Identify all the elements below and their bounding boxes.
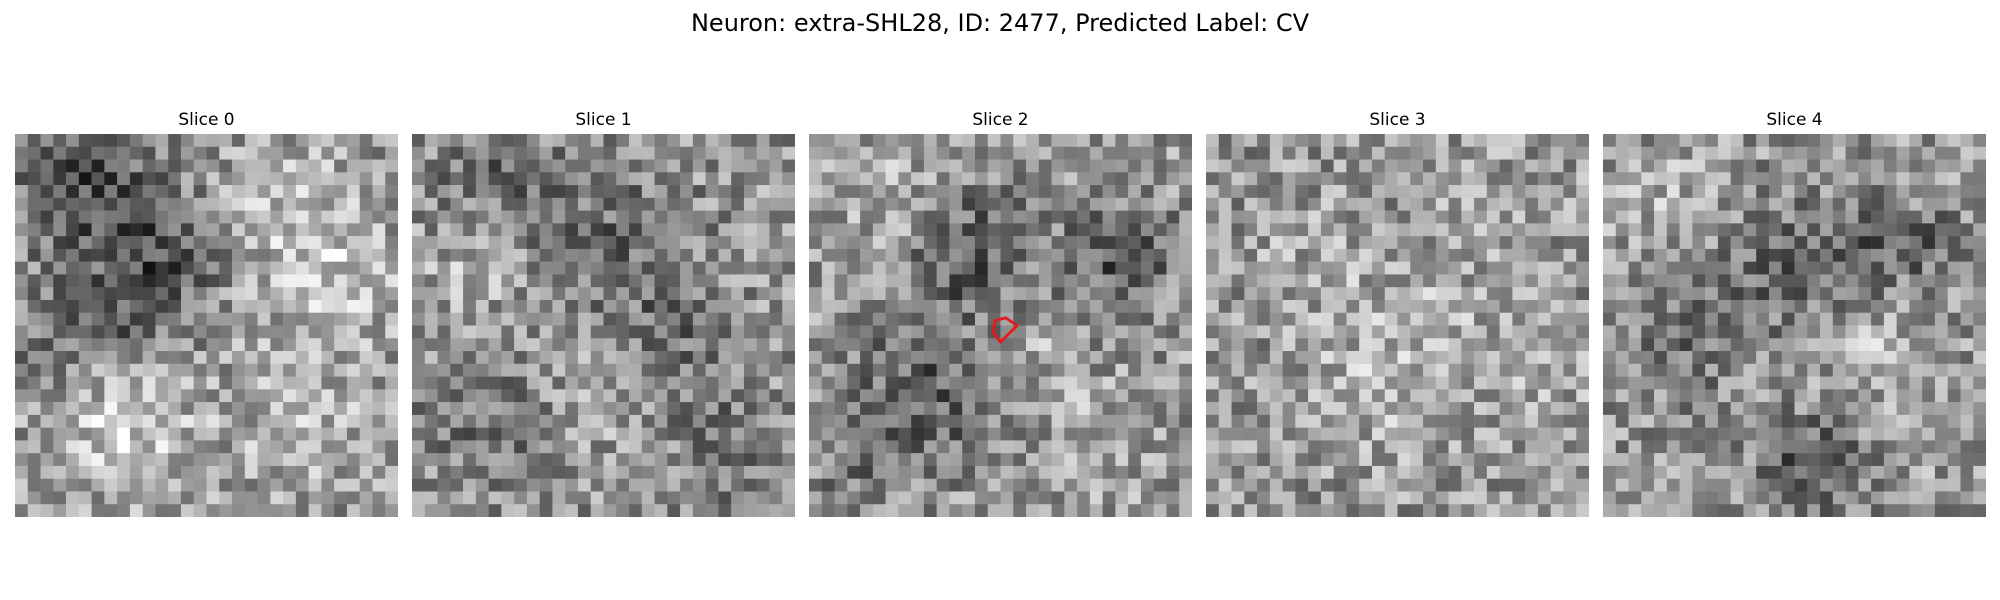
- slice-panel-1: Slice 1: [412, 110, 795, 517]
- slice-panel-2: Slice 2: [809, 110, 1192, 517]
- slice-title: Slice 2: [972, 110, 1029, 130]
- slice-title: Slice 3: [1369, 110, 1426, 130]
- slice-panel-0: Slice 0: [15, 110, 398, 517]
- slice-image: [809, 134, 1192, 517]
- slice-image: [1206, 134, 1589, 517]
- slice-image: [412, 134, 795, 517]
- slice-title: Slice 4: [1766, 110, 1823, 130]
- slice-title: Slice 1: [575, 110, 632, 130]
- slice-panel-4: Slice 4: [1603, 110, 1986, 517]
- slice-image: [1603, 134, 1986, 517]
- slice-panel-3: Slice 3: [1206, 110, 1589, 517]
- slice-title: Slice 0: [178, 110, 235, 130]
- figure-title: Neuron: extra-SHL28, ID: 2477, Predicted…: [690, 9, 1310, 37]
- roi-outline: [991, 316, 1019, 344]
- slice-image: [15, 134, 398, 517]
